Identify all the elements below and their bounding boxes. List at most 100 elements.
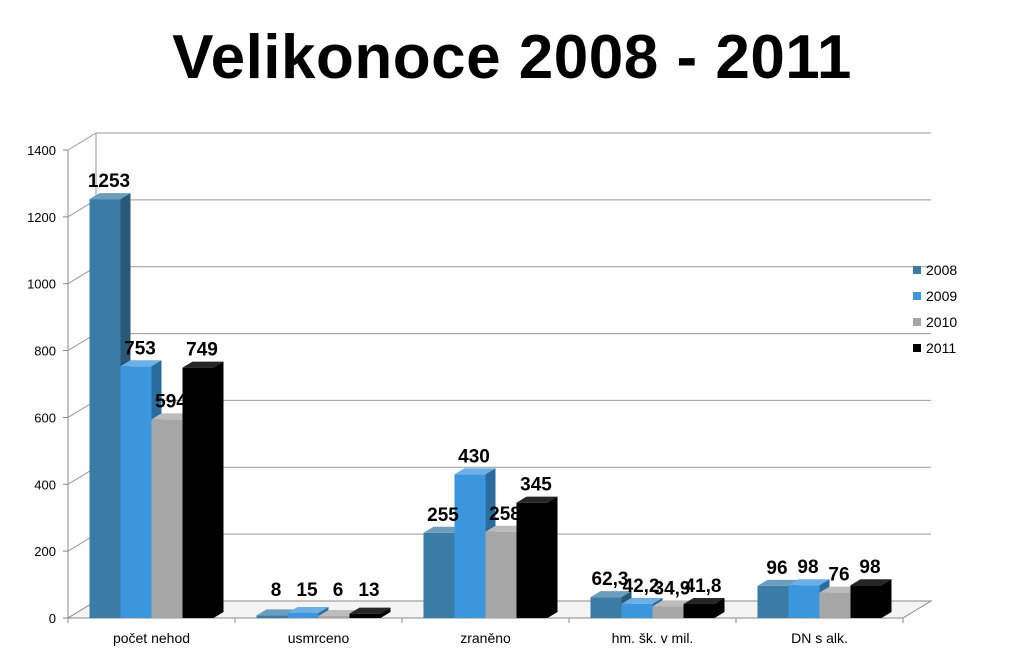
category-labels: počet nehod usmrceno zraněno hm. šk. v mil.…	[67, 618, 904, 646]
bar-top	[788, 579, 830, 586]
data-label-2009-0: 753	[124, 338, 156, 359]
bar-front	[850, 585, 882, 618]
data-label-2008-1: 8	[271, 580, 282, 601]
bar-front	[182, 367, 214, 618]
category-label: počet nehod	[113, 630, 190, 646]
bar-top	[590, 591, 632, 598]
data-label-2009-2: 430	[458, 446, 490, 467]
data-label-2011-1: 13	[358, 580, 379, 601]
bar-top	[287, 606, 329, 613]
data-label-2010-4: 76	[828, 565, 849, 586]
bar-top	[182, 361, 224, 368]
bar-front	[318, 615, 350, 618]
bar-front	[819, 592, 851, 618]
legend-label: 2011	[926, 340, 956, 356]
bar-2011-1	[349, 607, 391, 618]
bar-front	[788, 585, 820, 618]
bar-front	[287, 612, 319, 618]
bar-front	[516, 502, 548, 618]
bar-2011-4	[850, 579, 892, 618]
legend-label: 2009	[926, 288, 957, 304]
data-label-2011-2: 345	[520, 475, 552, 496]
y-tick-label: 800	[34, 344, 56, 359]
bar-side	[547, 496, 558, 618]
bar-side	[714, 598, 725, 618]
data-label-2009-4: 98	[797, 557, 818, 578]
y-tick-label: 200	[34, 544, 56, 559]
legend-item-2008: 2008	[913, 262, 957, 278]
bar-top	[757, 579, 799, 586]
data-label-2008-0: 1253	[88, 171, 130, 192]
category-label: DN s alk.	[791, 630, 848, 646]
legend: 2008 2009 2010 2011	[913, 262, 957, 356]
bar-front	[757, 585, 789, 618]
bar-top	[683, 598, 725, 605]
bar-front	[120, 366, 152, 618]
bar-side	[881, 579, 892, 618]
bar-top	[652, 600, 694, 607]
y-tick-label: 1400	[27, 143, 56, 158]
bar-front	[683, 604, 715, 618]
legend-label: 2008	[926, 262, 957, 278]
bar-top	[621, 597, 663, 604]
data-label-2009-1: 15	[296, 580, 318, 601]
legend-swatch	[913, 266, 921, 274]
bar-2011-0	[182, 361, 224, 618]
bar-top	[454, 468, 496, 475]
bar-top	[819, 586, 861, 593]
category-label: hm. šk. v mil.	[612, 630, 694, 646]
bar-top	[89, 193, 131, 200]
category-label: zraněno	[460, 630, 511, 646]
bar-top	[349, 607, 391, 614]
bar-front	[89, 199, 121, 618]
bar-top	[485, 525, 527, 532]
category-label: usmrceno	[288, 630, 350, 646]
bar-top	[318, 609, 360, 616]
data-label-2011-0: 749	[186, 340, 218, 361]
bar-front	[151, 419, 183, 618]
y-tick-label: 600	[34, 410, 56, 425]
bars	[89, 193, 892, 618]
bar-top	[120, 360, 162, 367]
bar-2011-2	[516, 496, 558, 618]
y-axis-ticks: 0 200 400 600 800 1000 1200 1400	[27, 143, 68, 626]
legend-swatch	[913, 292, 921, 300]
legend-swatch	[913, 318, 921, 326]
data-label-2011-4: 98	[859, 557, 880, 578]
y-tick-label: 1200	[27, 210, 56, 225]
data-label-2010-3: 34,9	[654, 578, 691, 599]
data-label-2008-4: 96	[766, 558, 787, 579]
data-labels: 1253 753 594 749 8 15 6 13 255 430 258 345 62,342,23…	[88, 171, 881, 601]
bar-2008-0	[89, 193, 131, 618]
bar-side	[380, 607, 391, 618]
bar-front	[485, 531, 517, 618]
bar-2011-3	[683, 598, 725, 618]
data-label-2010-2: 258	[489, 504, 521, 525]
bar-front	[454, 474, 486, 618]
y-tick-label: 1000	[27, 277, 56, 292]
data-label-2008-2: 255	[427, 505, 459, 526]
data-label-2008-3: 62,3	[592, 569, 629, 590]
y-tick-label: 0	[49, 611, 56, 626]
chart-title: Velikonoce 2008 - 2011	[172, 23, 852, 92]
bar-front	[652, 606, 684, 618]
bar-front	[256, 615, 288, 618]
bar-front	[423, 532, 455, 618]
legend-item-2010: 2010	[913, 314, 957, 330]
bar-top	[256, 609, 298, 616]
bar-top	[850, 579, 892, 586]
y-tick-label: 400	[34, 477, 56, 492]
bar-front	[349, 613, 381, 618]
bar-top	[151, 413, 193, 420]
data-label-2010-0: 594	[155, 391, 187, 412]
bar-side	[213, 361, 224, 618]
legend-item-2011: 2011	[913, 340, 956, 356]
bar-top	[516, 496, 558, 503]
legend-label: 2010	[926, 314, 957, 330]
bar-top	[423, 526, 465, 533]
data-label-2011-3: 41,8	[685, 576, 722, 597]
bar-front	[621, 603, 653, 618]
legend-swatch	[913, 344, 921, 352]
legend-item-2009: 2009	[913, 288, 957, 304]
